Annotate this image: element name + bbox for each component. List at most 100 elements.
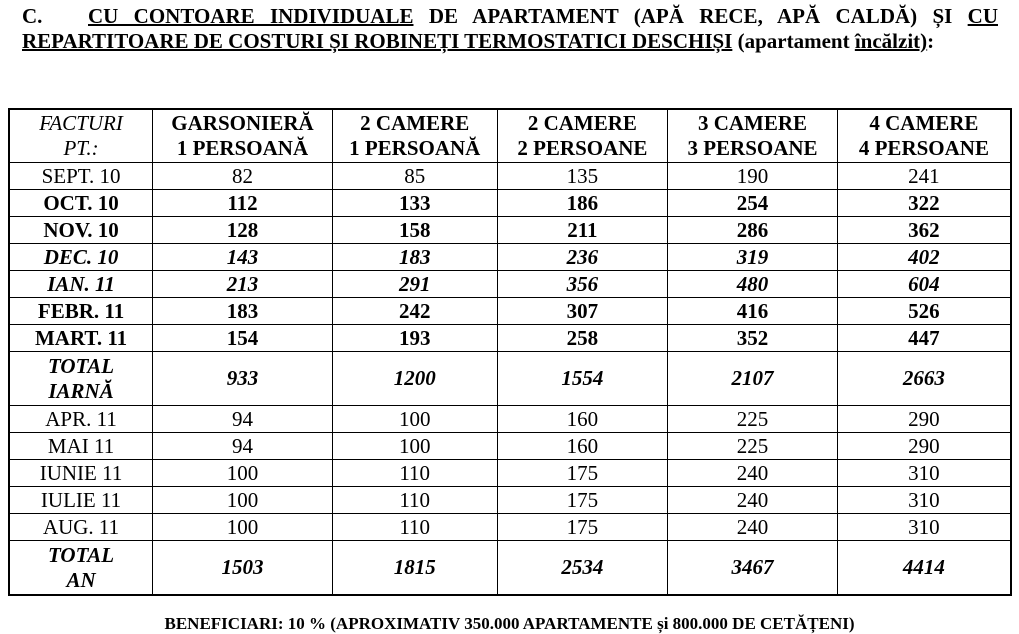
row-label-line: AN — [66, 567, 96, 592]
table-cell: 241 — [836, 162, 1012, 190]
table-cell: 362 — [836, 216, 1012, 244]
header-column: 4 CAMERE 4 PERSOANE — [836, 108, 1012, 163]
table-cell: 213 — [152, 270, 333, 298]
row-label-line: OCT. 10 — [43, 190, 119, 215]
table-cell: 175 — [496, 486, 669, 514]
row-label-line: SEPT. 10 — [41, 163, 121, 188]
table-cell: 1200 — [331, 351, 498, 406]
total-row: TOTAL IARNĂ 933 1200 1554 2107 2663 — [8, 351, 1012, 406]
table-cell: 110 — [331, 486, 498, 514]
table-cell: 240 — [667, 486, 838, 514]
header-line: 1 PERSOANĂ — [176, 136, 309, 160]
table-cell: 4414 — [836, 540, 1012, 596]
header-line: 2 CAMERE — [527, 111, 637, 135]
table-cell: 186 — [496, 189, 669, 217]
table-row: IULIE 11 100 110 175 240 310 — [8, 486, 1012, 514]
row-label: TOTAL IARNĂ — [8, 351, 154, 406]
table-cell: 100 — [152, 486, 333, 514]
table-cell: 100 — [331, 405, 498, 433]
header-invoices-for: FACTURI PT.: — [8, 108, 154, 163]
row-label: MAI 11 — [8, 432, 154, 460]
table-cell: 154 — [152, 324, 333, 352]
header-line: 4 PERSOANE — [858, 136, 989, 160]
total-row: TOTAL AN 1503 1815 2534 3467 4414 — [8, 540, 1012, 596]
header-line: 4 CAMERE — [869, 111, 979, 135]
row-label: TOTAL AN — [8, 540, 154, 596]
row-label-line: NOV. 10 — [43, 217, 119, 242]
row-label: DEC. 10 — [8, 243, 154, 271]
table-cell: 307 — [496, 297, 669, 325]
header-column: 2 CAMERE 1 PERSOANĂ — [331, 108, 498, 163]
table-row: MAI 11 94 100 160 225 290 — [8, 432, 1012, 460]
row-label-line: TOTAL — [47, 353, 115, 378]
row-label-line: TOTAL — [47, 542, 115, 567]
table-row: DEC. 10 143 183 236 319 402 — [8, 243, 1012, 271]
row-label: APR. 11 — [8, 405, 154, 433]
table-cell: 183 — [331, 243, 498, 271]
table-cell: 604 — [836, 270, 1012, 298]
header-line: 1 PERSOANĂ — [349, 136, 481, 160]
row-label-line: MART. 11 — [34, 325, 128, 350]
table-cell: 480 — [667, 270, 838, 298]
heading-underlined-2: CU REPARTITOARE DE COSTURI ȘI ROBINEȚI T… — [22, 4, 998, 53]
table-row: SEPT. 10 82 85 135 190 241 — [8, 162, 1012, 190]
table-cell: 1503 — [152, 540, 333, 596]
table-cell: 110 — [331, 459, 498, 487]
header-line: FACTURI — [39, 111, 123, 135]
table-cell: 100 — [152, 513, 333, 541]
table-cell: 1815 — [331, 540, 498, 596]
table-cell: 1554 — [496, 351, 669, 406]
header-line: 3 CAMERE — [697, 111, 808, 135]
table-cell: 82 — [152, 162, 333, 190]
row-label: FEBR. 11 — [8, 297, 154, 325]
table-cell: 352 — [667, 324, 838, 352]
table-cell: 416 — [667, 297, 838, 325]
table-cell: 110 — [331, 513, 498, 541]
table-cell: 310 — [836, 486, 1012, 514]
table-cell: 135 — [496, 162, 669, 190]
table-cell: 402 — [836, 243, 1012, 271]
costs-table: FACTURI PT.: GARSONIERĂ 1 PERSOANĂ 2 CAMERE 1… — [8, 108, 1012, 596]
row-label: IULIE 11 — [8, 486, 154, 514]
beneficiaries-note: BENEFICIARI: 10 % (APROXIMATIV 350.000 A… — [164, 614, 855, 633]
table-cell: 240 — [667, 513, 838, 541]
row-label-line: FEBR. 11 — [37, 298, 125, 323]
table-cell: 94 — [152, 432, 333, 460]
table-cell: 133 — [331, 189, 498, 217]
table-row: IAN. 11 213 291 356 480 604 — [8, 270, 1012, 298]
table-cell: 290 — [836, 432, 1012, 460]
table-cell: 933 — [152, 351, 333, 406]
header-line: 2 PERSOANE — [517, 136, 648, 160]
table-header-row: FACTURI PT.: GARSONIERĂ 1 PERSOANĂ 2 CAMERE 1… — [8, 108, 1012, 163]
row-label: SEPT. 10 — [8, 162, 154, 190]
row-label-line: APR. 11 — [45, 406, 117, 431]
table-cell: 112 — [152, 189, 333, 217]
table-row: NOV. 10 128 158 211 286 362 — [8, 216, 1012, 244]
table-cell: 190 — [667, 162, 838, 190]
table-cell: 160 — [496, 405, 669, 433]
row-label: IAN. 11 — [8, 270, 154, 298]
header-column: GARSONIERĂ 1 PERSOANĂ — [152, 108, 333, 163]
table-cell: 100 — [152, 459, 333, 487]
table-row: OCT. 10 112 133 186 254 322 — [8, 189, 1012, 217]
table-cell: 526 — [836, 297, 1012, 325]
table-cell: 143 — [152, 243, 333, 271]
row-label: MART. 11 — [8, 324, 154, 352]
table-cell: 286 — [667, 216, 838, 244]
table-cell: 158 — [331, 216, 498, 244]
row-label: OCT. 10 — [8, 189, 154, 217]
row-label-line: AUG. 11 — [42, 514, 120, 539]
table-cell: 211 — [496, 216, 669, 244]
table-cell: 310 — [836, 513, 1012, 541]
heading-underlined-1: CU CONTOARE INDIVIDUALE — [88, 4, 414, 28]
table-cell: 322 — [836, 189, 1012, 217]
table-cell: 2663 — [836, 351, 1012, 406]
heading-text-2: DE APARTAMENT (APĂ RECE, APĂ CALDĂ) ȘI — [413, 4, 968, 28]
row-label: AUG. 11 — [8, 513, 154, 541]
row-label: IUNIE 11 — [8, 459, 154, 487]
table-cell: 2107 — [667, 351, 838, 406]
table-cell: 175 — [496, 513, 669, 541]
table-cell: 100 — [331, 432, 498, 460]
row-label-line: IULIE 11 — [40, 487, 122, 512]
heading-text-4: (apartament — [732, 29, 855, 53]
